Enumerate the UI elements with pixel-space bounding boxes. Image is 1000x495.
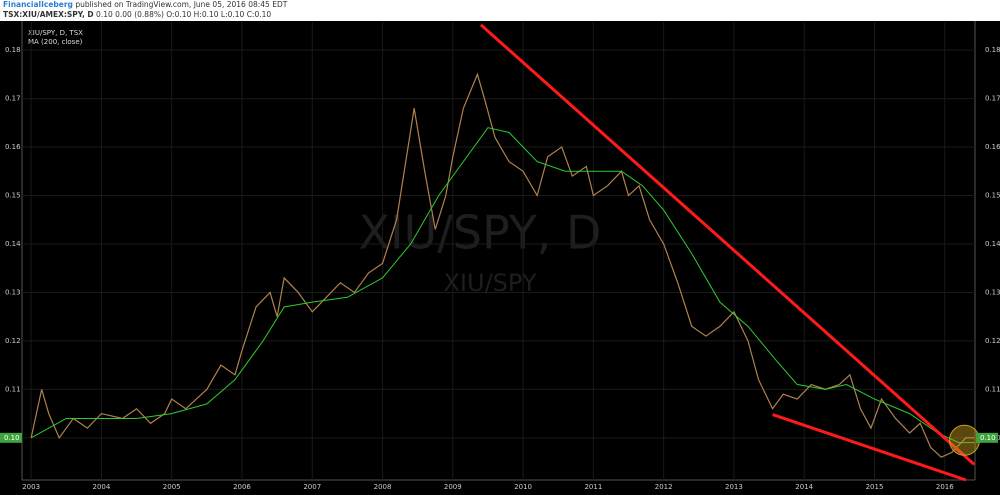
series-line [30, 127, 975, 444]
y-tick-label: 0.11 [5, 385, 21, 393]
x-tick-label: 2014 [795, 483, 813, 491]
header: FinancialIceberg published on TradingVie… [0, 0, 1000, 21]
y-tick-label: 0.13 [985, 288, 1000, 296]
x-tick-label: 2003 [22, 483, 40, 491]
y-tick-label: 0.17 [985, 95, 1000, 103]
y-tick-label: 0.16 [5, 143, 21, 151]
background [0, 21, 1000, 495]
series-line [30, 72, 975, 458]
header-line: TSX:XIU/AMEX:SPY, D 0.10 0.00 (0.88%) O:… [3, 10, 1000, 20]
y-tick-label: 0.17 [5, 95, 21, 103]
legend-entry: MA (200, close) [28, 38, 83, 46]
x-tick-label: 2008 [374, 483, 392, 491]
last-value-label: 0.10 [980, 434, 996, 442]
x-tick-label: 2009 [444, 483, 462, 491]
header-line: FinancialIceberg published on TradingVie… [3, 0, 1000, 10]
quote: 0.10 0.00 (0.88%) O:0.10 H:0.10 L:0.10 C… [96, 10, 272, 19]
x-tick-label: 2012 [655, 483, 673, 491]
y-tick-label: 0.11 [985, 385, 1000, 393]
x-tick-label: 2010 [514, 483, 532, 491]
y-tick-label: 0.12 [5, 337, 21, 345]
x-tick-label: 2004 [93, 483, 111, 491]
trend-line [479, 23, 976, 466]
highlight-circle [948, 424, 980, 456]
trend-line [772, 413, 967, 482]
chart: XIU/SPY, D XIU/SPY XIU/SPY, D, TSX MA (2… [0, 21, 1000, 495]
y-tick-label: 0.14 [5, 240, 21, 248]
x-tick-label: 2015 [866, 483, 884, 491]
x-tick-label: 2011 [584, 483, 602, 491]
x-tick-label: 2013 [725, 483, 743, 491]
y-tick-label: 0.14 [985, 240, 1000, 248]
y-tick-label: 0.15 [5, 192, 21, 200]
y-tick-label: 0.18 [5, 46, 21, 54]
symbol: TSX:XIU/AMEX:SPY, D [3, 10, 94, 19]
legend-entry: XIU/SPY, D, TSX [28, 29, 83, 37]
x-tick-label: 2005 [163, 483, 181, 491]
y-tick-label: 0.16 [985, 143, 1000, 151]
watermark: XIU/SPY, D [359, 206, 602, 260]
x-tick-label: 2016 [936, 483, 954, 491]
last-value-box [976, 432, 998, 443]
published: published on TradingView.com, June 05, 2… [75, 0, 288, 9]
author[interactable]: FinancialIceberg [3, 0, 73, 9]
last-value-box [0, 432, 22, 443]
y-tick-label: 0.18 [985, 46, 1000, 54]
y-tick-label: 0.15 [985, 192, 1000, 200]
y-tick-label: 0.13 [5, 288, 21, 296]
y-tick-label: 0.12 [985, 337, 1000, 345]
last-value-label: 0.10 [4, 434, 20, 442]
x-tick-label: 2006 [233, 483, 251, 491]
x-tick-label: 2007 [303, 483, 321, 491]
